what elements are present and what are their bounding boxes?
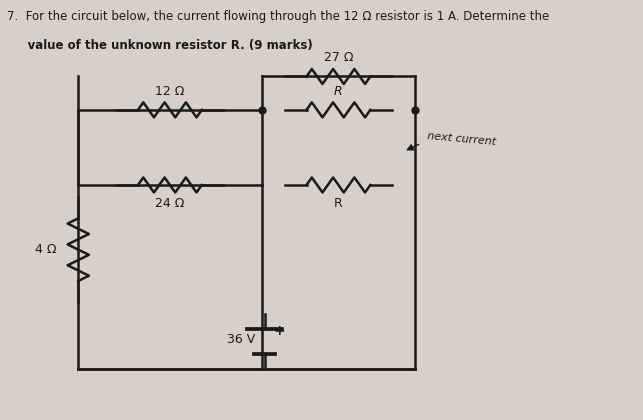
Text: 36 V: 36 V	[227, 333, 255, 346]
Text: 4 Ω: 4 Ω	[35, 243, 57, 256]
Text: 7.  For the circuit below, the current flowing through the 12 Ω resistor is 1 A.: 7. For the circuit below, the current fl…	[7, 10, 550, 23]
Text: 24 Ω: 24 Ω	[155, 197, 185, 210]
Text: next current: next current	[427, 131, 497, 147]
Text: R: R	[334, 84, 343, 97]
Text: 12 Ω: 12 Ω	[155, 84, 185, 97]
Text: R: R	[334, 197, 343, 210]
Text: +: +	[273, 324, 285, 338]
Text: 27 Ω: 27 Ω	[323, 51, 353, 64]
Text: value of the unknown resistor R. (9 marks): value of the unknown resistor R. (9 mark…	[7, 39, 313, 52]
